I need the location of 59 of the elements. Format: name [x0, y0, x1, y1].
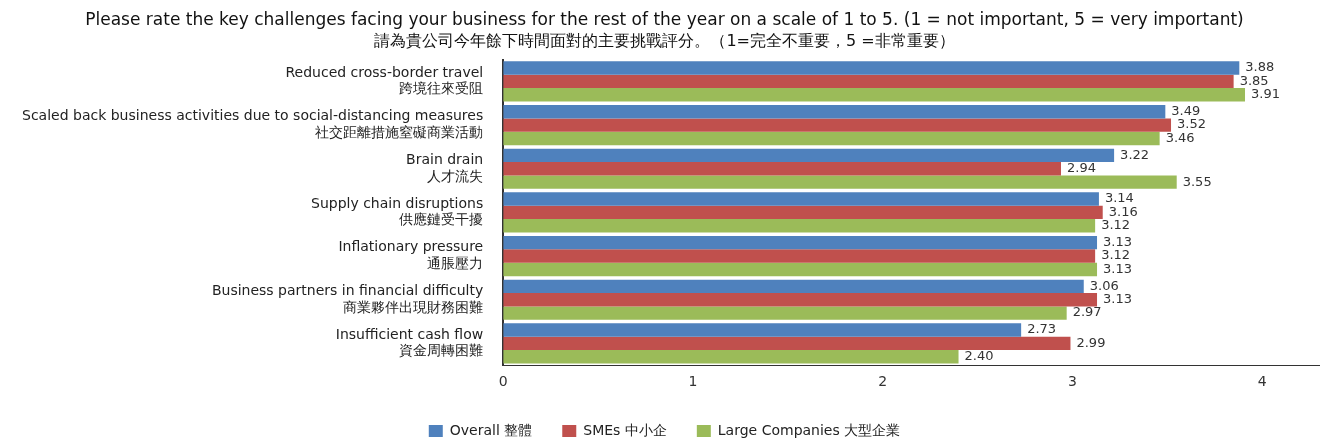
data-label: 3.12 [1101, 217, 1131, 233]
legend-label: Large Companies 大型企業 [717, 421, 901, 438]
x-tick-label: 1 [688, 373, 698, 390]
legend-label: Overall 整體 [449, 421, 533, 438]
chart-subtitle: 請為貴公司今年餘下時間面對的主要挑戰評分。（1=完全不重要，5 =非常重要） [374, 31, 955, 51]
bar [503, 336, 1071, 351]
legend-label: SMEs 中小企 [583, 421, 667, 438]
x-tick-label: 3 [1067, 373, 1077, 390]
bar [503, 148, 1115, 163]
bar [503, 235, 1098, 250]
x-tick-label: 4 [1257, 373, 1267, 390]
bar [503, 293, 1098, 307]
bar [503, 131, 1160, 146]
data-label: 2.40 [964, 348, 994, 364]
bar [503, 262, 1098, 277]
bar [503, 105, 1166, 119]
bar [503, 175, 1177, 189]
data-label: 3.12 [1101, 247, 1131, 263]
bar [503, 162, 1061, 176]
data-label: 3.13 [1103, 291, 1132, 307]
data-label: 3.85 [1239, 72, 1269, 88]
y-tick-label: Business partners in financial difficulty 商業夥伴出現財務困難 [211, 281, 484, 315]
data-label: 3.14 [1104, 190, 1134, 206]
bar [503, 205, 1103, 220]
data-label: 3.13 [1103, 260, 1132, 276]
bar [503, 118, 1172, 132]
bar [503, 88, 1246, 102]
bar [503, 74, 1234, 89]
x-tick-label: 2 [878, 373, 888, 390]
y-tick-label: Brain drain 人才流失 [406, 150, 484, 184]
bar [503, 279, 1084, 294]
chart-title: Please rate the key challenges facing your business for the rest of the year on a scale of 1 to 5. (1 = not important, 5 = very important) [85, 8, 1244, 29]
data-label: 3.22 [1120, 146, 1150, 162]
bar [503, 219, 1096, 233]
data-label: 2.73 [1027, 321, 1057, 337]
bar [503, 192, 1099, 206]
x-tick-label: 0 [498, 373, 508, 390]
y-tick-label: Inflationary pressure 通脹壓力 [338, 238, 484, 272]
data-label: 3.52 [1177, 116, 1206, 132]
data-label: 3.91 [1251, 86, 1280, 102]
y-tick-label: Reduced cross-border travel 跨境往來受阻 [285, 63, 484, 97]
bar [503, 323, 1022, 337]
y-tick-label: Insufficient cash flow 資金周轉困難 [335, 325, 484, 359]
data-label: 3.49 [1171, 103, 1201, 119]
data-label: 3.06 [1089, 277, 1119, 293]
y-tick-label: Supply chain disruptions 供應鏈受干擾 [311, 194, 484, 228]
bar [503, 306, 1067, 320]
data-label: 3.46 [1165, 129, 1195, 145]
data-label: 3.55 [1182, 173, 1212, 189]
data-label: 2.99 [1076, 334, 1106, 350]
bar [503, 61, 1240, 75]
y-tick-label: Scaled back business activities due to social-distancing measures 社交距離措施窒礙商業活動 [22, 107, 484, 141]
bar [503, 249, 1096, 263]
data-label: 3.13 [1103, 234, 1132, 250]
data-label: 2.97 [1072, 304, 1102, 320]
data-label: 3.16 [1108, 203, 1138, 219]
data-label: 2.94 [1066, 160, 1096, 176]
data-label: 3.88 [1245, 59, 1275, 75]
bar [503, 350, 959, 364]
